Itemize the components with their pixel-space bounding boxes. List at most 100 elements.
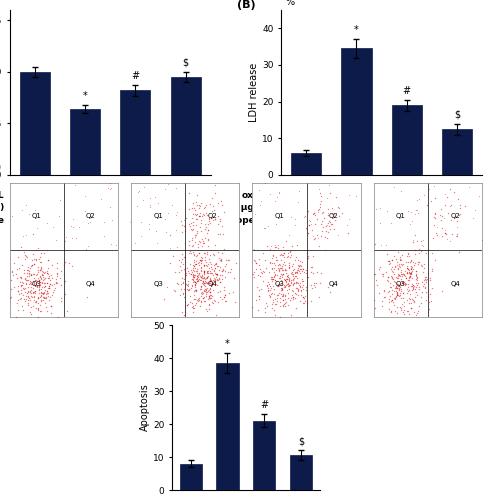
Point (327, 176, 335, 184)
Point (410, 261, 418, 269)
Point (207, 214, 215, 222)
Point (279, 290, 287, 298)
Point (211, 275, 219, 283)
Point (387, 266, 395, 274)
Point (207, 280, 215, 288)
Point (45, 284, 53, 292)
Point (412, 270, 419, 278)
Point (48, 260, 56, 268)
Point (282, 282, 290, 290)
Point (15, 306, 22, 314)
Point (189, 274, 197, 282)
Bar (20, 72, 50, 175)
Point (134, 188, 142, 196)
Point (345, 190, 353, 198)
Point (322, 176, 330, 184)
Point (418, 288, 426, 296)
Point (372, 206, 380, 214)
Point (232, 258, 240, 266)
Point (56, 196, 64, 204)
Point (217, 198, 225, 205)
Point (406, 295, 413, 303)
Point (210, 206, 218, 214)
Point (201, 256, 209, 264)
Point (195, 275, 203, 283)
Point (25, 210, 33, 218)
Point (395, 286, 403, 294)
Point (182, 214, 190, 222)
Point (409, 258, 417, 266)
Point (417, 248, 425, 256)
Point (269, 250, 277, 258)
Point (69, 222, 77, 230)
Point (396, 260, 404, 268)
Point (60, 261, 68, 269)
Point (457, 210, 465, 218)
Point (433, 231, 441, 239)
Point (173, 243, 181, 251)
Point (193, 251, 201, 259)
Point (422, 278, 430, 286)
Point (335, 232, 342, 239)
Point (404, 287, 412, 295)
Point (190, 258, 198, 266)
Point (192, 252, 200, 260)
Point (318, 223, 326, 231)
Point (209, 216, 217, 224)
Point (170, 268, 178, 276)
Point (371, 240, 378, 248)
Point (266, 259, 274, 267)
Point (203, 250, 211, 258)
Point (273, 300, 281, 308)
Point (225, 290, 233, 298)
Point (44, 256, 52, 264)
Point (214, 230, 222, 238)
Point (33, 284, 41, 292)
Point (45, 282, 53, 290)
Point (281, 290, 289, 298)
Point (300, 276, 307, 284)
Text: ox-LDL: ox-LDL (242, 192, 276, 200)
Point (407, 264, 414, 272)
Point (281, 264, 289, 272)
Point (283, 280, 291, 288)
Point (200, 276, 207, 284)
Point (202, 275, 209, 283)
Point (221, 282, 228, 290)
Point (200, 260, 208, 268)
Point (270, 290, 278, 298)
Text: (100 μg/mL): (100 μg/mL) (0, 203, 5, 212)
Point (140, 182, 148, 190)
Point (194, 294, 202, 302)
Point (206, 293, 213, 301)
Point (189, 302, 197, 310)
Point (34, 244, 42, 252)
Point (405, 276, 413, 284)
Point (384, 272, 392, 280)
Point (402, 272, 410, 280)
Point (43, 268, 51, 276)
Point (27, 310, 35, 318)
Point (189, 248, 197, 256)
Point (302, 266, 310, 274)
Point (191, 281, 199, 289)
Point (185, 277, 192, 285)
Point (34, 293, 41, 301)
Point (222, 256, 230, 264)
Point (22, 317, 30, 325)
Point (376, 204, 384, 212)
Point (286, 296, 294, 304)
Point (36, 280, 44, 288)
Point (279, 286, 286, 294)
Point (178, 256, 186, 264)
Point (403, 268, 411, 276)
Point (250, 268, 258, 276)
Point (455, 210, 463, 218)
Point (201, 203, 208, 211)
Point (198, 274, 206, 281)
Point (39, 290, 47, 298)
Point (203, 308, 211, 316)
Point (135, 188, 143, 196)
Text: Q4: Q4 (450, 280, 460, 286)
Point (390, 268, 397, 276)
